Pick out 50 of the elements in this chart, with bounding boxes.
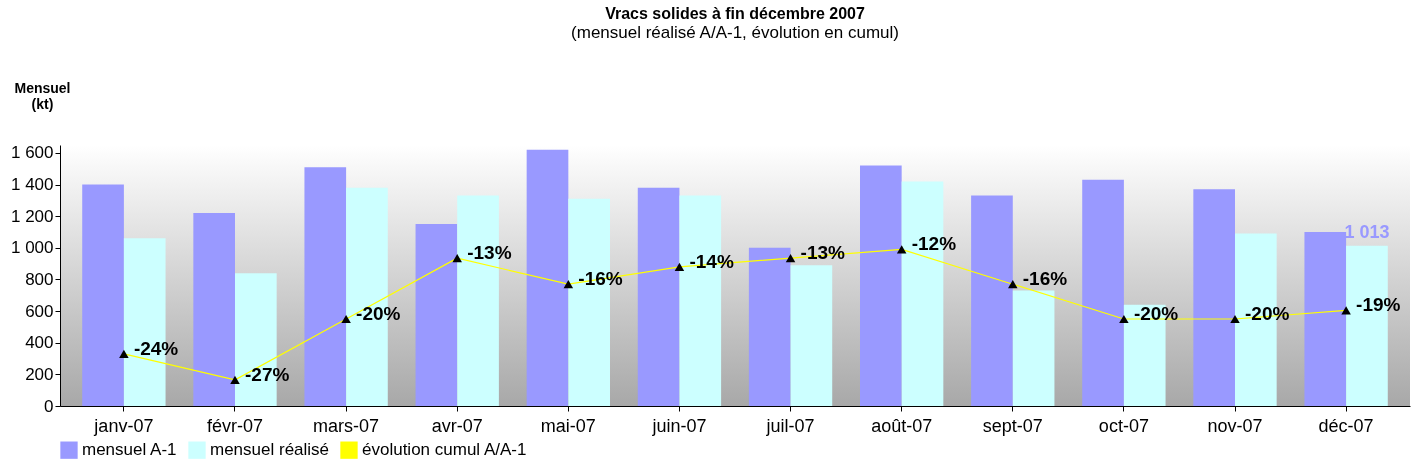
y-axis-title: Mensuel (kt) <box>14 79 71 112</box>
bar <box>637 187 680 406</box>
y-tick-label: 1 400 <box>10 175 54 195</box>
y-tick-label: 1 600 <box>10 143 54 163</box>
y-tick-label: 800 <box>25 269 54 289</box>
bar <box>748 247 791 406</box>
x-tick-label: mai-07 <box>540 415 596 436</box>
x-tick-label: mars-07 <box>313 415 380 436</box>
x-tick-label: déc-07 <box>1318 415 1374 436</box>
data-label: -12% <box>911 233 957 255</box>
data-label: -19% <box>1356 294 1401 316</box>
x-tick-label: sept-07 <box>982 415 1043 436</box>
bar <box>860 165 902 406</box>
chart-subtitle: (mensuel réalisé A/A-1, évolution en cumul) <box>571 23 899 42</box>
bar <box>790 265 833 406</box>
y-tick-label: 0 <box>44 396 54 416</box>
y-tick-label: 400 <box>25 333 54 353</box>
bar <box>1193 189 1235 406</box>
bar <box>1012 290 1055 406</box>
bar <box>1304 232 1347 406</box>
chart-title: Vracs solides à fin décembre 2007 <box>605 5 865 22</box>
data-label: -16% <box>1022 268 1068 290</box>
bar <box>304 167 347 406</box>
legend-label: mensuel réalisé <box>210 440 330 460</box>
x-tick-label: août-07 <box>871 415 933 436</box>
y-tick-label: 1 000 <box>10 238 54 258</box>
y-tick-label: 600 <box>25 301 54 321</box>
y-tick-label: 200 <box>25 364 54 384</box>
bar <box>82 184 124 406</box>
bar <box>526 149 569 406</box>
bar <box>1082 179 1124 406</box>
x-tick-label: oct-07 <box>1098 415 1149 436</box>
bar <box>971 195 1013 406</box>
y-tick-label: 1 200 <box>10 206 54 226</box>
data-label: -20% <box>1133 303 1179 324</box>
legend-label: évolution cumul A/A-1 <box>362 440 527 460</box>
data-label: -20% <box>356 303 401 324</box>
bar <box>193 213 235 406</box>
data-label: -24% <box>133 337 179 359</box>
x-tick-label: févr-07 <box>206 415 264 436</box>
legend-label: mensuel A-1 <box>82 440 177 460</box>
x-tick-label: juil-07 <box>765 415 815 436</box>
data-label: 1 013 <box>1344 221 1390 242</box>
bar <box>415 224 458 406</box>
data-label: -27% <box>245 363 290 385</box>
x-tick-label: nov-07 <box>1207 415 1263 436</box>
x-tick-label: avr-07 <box>431 415 483 436</box>
x-tick-label: janv-07 <box>93 415 154 436</box>
data-label: -13% <box>467 242 512 264</box>
x-tick-label: juin-07 <box>651 415 707 436</box>
